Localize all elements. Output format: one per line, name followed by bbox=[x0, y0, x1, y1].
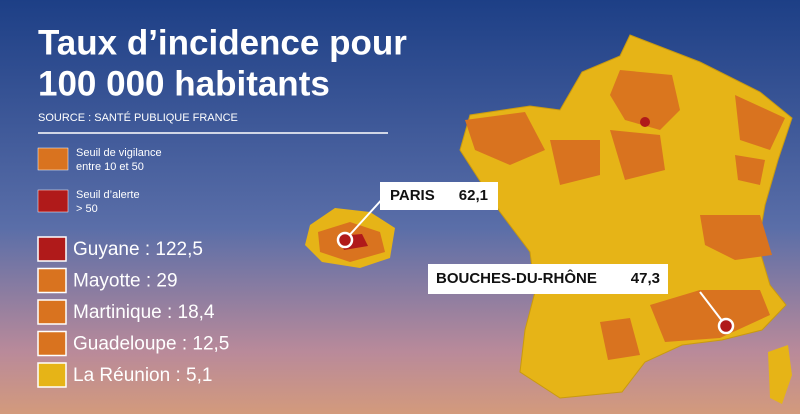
legend-label: entre 10 et 50 bbox=[76, 161, 144, 173]
territory-swatch bbox=[37, 267, 67, 294]
callout-line bbox=[344, 195, 386, 241]
title-line: Taux d’incidence pour bbox=[38, 23, 407, 62]
territory-label: Guyane : 122,5 bbox=[73, 239, 203, 260]
territory-label: Martinique : 18,4 bbox=[73, 302, 215, 323]
callout-value: 47,3 bbox=[631, 270, 660, 287]
callout-label: PARIS bbox=[390, 187, 435, 204]
title-line: 100 000 habitants bbox=[38, 64, 330, 103]
territory-swatch bbox=[37, 330, 67, 357]
callout-box bbox=[380, 182, 498, 210]
callout-box bbox=[428, 264, 668, 294]
callout-value: 62,1 bbox=[459, 187, 488, 204]
source: SOURCE : SANTÉ PUBLIQUE FRANCE bbox=[38, 111, 238, 124]
legend-swatch bbox=[37, 147, 69, 171]
callout-dot bbox=[336, 231, 354, 249]
territory-swatch bbox=[37, 362, 67, 388]
legend-label: Seuil de vigilance bbox=[76, 147, 162, 159]
callout-label: BOUCHES-DU-RHÔNE bbox=[436, 269, 597, 287]
territory-label: Mayotte : 29 bbox=[73, 271, 178, 292]
territory-label: La Réunion : 5,1 bbox=[73, 365, 212, 386]
france-map bbox=[459, 34, 793, 404]
territory-swatch bbox=[37, 299, 67, 325]
legend-label: > 50 bbox=[76, 203, 98, 215]
callout-dot bbox=[717, 317, 735, 335]
legend-swatch bbox=[37, 189, 69, 213]
legend-label: Seuil d’alerte bbox=[76, 189, 140, 201]
territory-label: Guadeloupe : 12,5 bbox=[73, 334, 229, 355]
territory-swatch bbox=[37, 236, 67, 262]
territory-list: Guyane : 122,5 Mayotte : 29 Martinique : 1… bbox=[37, 236, 229, 388]
